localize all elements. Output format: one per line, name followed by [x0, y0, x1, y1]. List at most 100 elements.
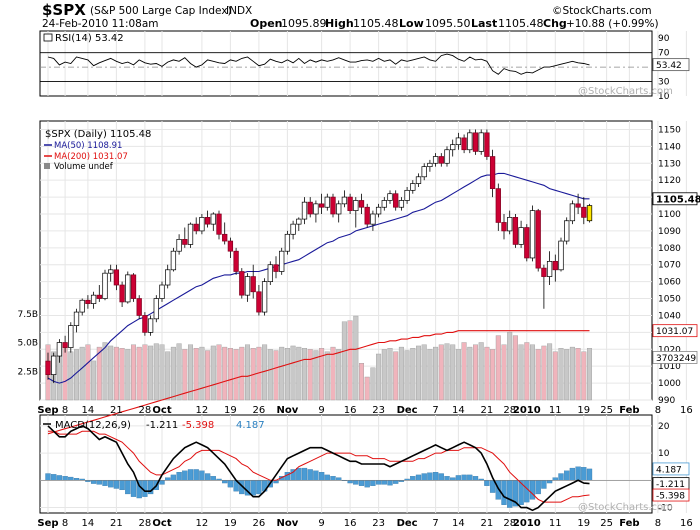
candle: [495, 183, 501, 231]
volume-bar: [319, 348, 325, 401]
x-tick-label: 25: [600, 405, 613, 416]
candle: [239, 268, 245, 299]
rsi-value-tag-box: [652, 58, 690, 72]
price-tick-label: 1090: [658, 227, 681, 237]
candle-body: [347, 196, 353, 211]
candle-body: [90, 294, 97, 304]
macd-histogram-bar: [518, 480, 524, 505]
candle: [501, 214, 507, 240]
rsi-line: [47, 53, 590, 75]
candle-body: [444, 149, 450, 164]
x-tick-label: Nov: [277, 405, 299, 416]
volume-bar: [541, 345, 547, 401]
candle: [62, 335, 68, 353]
candle-body: [324, 196, 330, 208]
macd-histogram-bar: [165, 477, 171, 481]
macd-histogram-bar: [227, 480, 234, 488]
candle: [535, 208, 541, 272]
volume-bar: [364, 376, 370, 401]
candle-body: [524, 227, 530, 259]
candle: [484, 129, 490, 160]
candle: [381, 197, 387, 211]
candle: [170, 247, 177, 272]
candle: [45, 352, 51, 380]
candle-body: [569, 203, 576, 222]
candle-body: [199, 217, 205, 232]
x-tick-label-bottom: Nov: [277, 518, 299, 529]
candle-body: [273, 264, 279, 272]
candle: [353, 197, 359, 228]
volume-legend: Volume undef: [54, 162, 114, 172]
candle-body: [581, 206, 587, 218]
macd-series: [40, 425, 652, 512]
candle: [102, 269, 108, 301]
candle: [421, 163, 427, 181]
low-label: Low: [399, 17, 424, 30]
candle-body: [467, 132, 473, 151]
macd-histogram-bar: [524, 480, 530, 503]
macd-histogram-bar: [170, 474, 177, 481]
macd-histogram-bar: [187, 469, 194, 481]
candle-body: [432, 156, 439, 164]
x-tick-label-bottom: 16: [344, 518, 357, 529]
price-candles: [45, 129, 593, 384]
macd-tick-label: 20: [658, 422, 670, 432]
macd-signal-tag-box: [652, 488, 690, 502]
candle-body: [193, 223, 199, 232]
candle: [159, 281, 165, 302]
candle-body: [79, 299, 85, 313]
volume-bar: [302, 348, 308, 401]
macd-tick-label: -10: [658, 504, 673, 514]
candle-body: [507, 217, 513, 232]
candle-body: [370, 213, 376, 225]
x-tick-label: 19: [224, 405, 237, 416]
candle: [90, 291, 97, 309]
macd-tick-label: 10: [658, 449, 670, 459]
candle-body: [313, 203, 319, 215]
macd-signal-label: -5.398: [182, 420, 214, 431]
x-tick-label-bottom: 21: [110, 518, 123, 529]
volume-bar: [569, 346, 575, 401]
rsi-tick-label: 90: [658, 34, 670, 44]
candle-body: [85, 299, 91, 304]
macd-hist-tag: 4.187: [656, 465, 682, 475]
candle: [313, 200, 319, 223]
candle: [461, 134, 467, 154]
candle: [467, 129, 473, 154]
candle-body: [489, 156, 496, 189]
rsi-tick-label: 10: [658, 92, 670, 102]
candle: [187, 222, 194, 248]
price-tick-label: 1020: [658, 345, 681, 355]
x-tick-label-bottom: 16: [680, 518, 693, 529]
macd-histogram-bar: [182, 470, 188, 481]
candle: [153, 295, 159, 323]
macd-hist-tag-box: [652, 462, 690, 476]
candle: [358, 193, 365, 214]
candle: [546, 251, 553, 286]
macd-histogram-bar: [318, 472, 325, 481]
volume-bar: [262, 344, 268, 401]
macd-histogram-bar: [210, 476, 216, 481]
candle: [182, 227, 188, 248]
macd-histogram-bar: [113, 480, 120, 489]
candle: [364, 203, 370, 228]
exchange: INDX: [226, 5, 252, 17]
rsi-legend-swatch: [43, 33, 53, 42]
price-tick-label: 1080: [658, 244, 681, 254]
candle-body: [450, 144, 456, 151]
candle: [398, 197, 405, 211]
price-tick-label: 1050: [658, 295, 681, 305]
macd-histogram-bar: [370, 480, 376, 486]
macd-histogram-bar: [586, 468, 593, 481]
macd-histogram-bar: [427, 472, 433, 481]
macd-watermark: @StockCharts.com: [578, 502, 673, 513]
macd-histogram-bar: [301, 467, 308, 481]
candle-body: [68, 325, 74, 348]
candle: [541, 264, 547, 309]
candle-body: [438, 156, 444, 164]
volume-bar: [490, 349, 496, 401]
candle: [393, 190, 399, 211]
high-label: High: [325, 17, 354, 30]
candle-body: [182, 239, 188, 245]
candle-body: [529, 210, 536, 259]
